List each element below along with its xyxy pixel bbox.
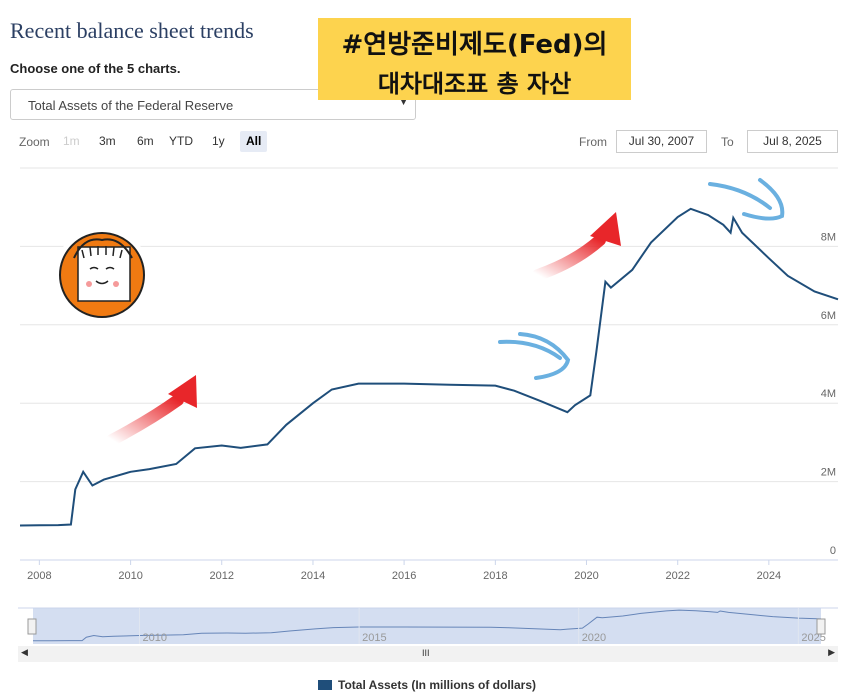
y-tick-label: 0	[830, 545, 836, 557]
annotation-line-1: #연방준비제도(Fed)의	[341, 30, 608, 60]
range-from-input[interactable]: Jul 30, 2007	[616, 130, 707, 153]
navigator-tick-label: 2020	[582, 632, 606, 644]
x-tick-label: 2018	[483, 570, 507, 582]
navigator-handle-icon[interactable]	[816, 618, 826, 635]
chart-chooser-label: Choose one of the 5 charts.	[10, 61, 181, 76]
blue-squiggle-arrow-icon	[708, 178, 785, 221]
x-tick-label: 2012	[209, 570, 233, 582]
chart-select-value: Total Assets of the Federal Reserve	[28, 98, 234, 113]
red-up-arrow-icon	[106, 375, 197, 446]
range-from-label: From	[579, 135, 607, 149]
legend-swatch	[318, 680, 332, 690]
y-tick-label: 4M	[821, 388, 836, 400]
x-tick-label: 2020	[574, 570, 598, 582]
y-tick-label: 8M	[821, 231, 836, 243]
navigator-tick-label: 2010	[143, 632, 167, 644]
annotation-line-2: 대차대조표 총 자산	[377, 70, 572, 98]
annotation-box: #연방준비제도(Fed)의 대차대조표 총 자산	[318, 18, 631, 100]
scroll-right-arrow-icon[interactable]: ▶	[828, 647, 835, 657]
navigator-tick-label: 2015	[362, 632, 386, 644]
blue-squiggle-arrow-icon	[498, 332, 571, 380]
zoom-button-6m[interactable]: 6m	[137, 134, 154, 148]
red-up-arrow-icon	[532, 212, 621, 281]
y-tick-label: 6M	[821, 310, 836, 322]
zoom-button-all[interactable]: All	[240, 131, 268, 152]
x-tick-label: 2008	[27, 570, 51, 582]
x-tick-label: 2016	[392, 570, 416, 582]
y-tick-label: 2M	[821, 467, 836, 479]
x-tick-label: 2022	[665, 570, 689, 582]
zoom-button-1m[interactable]: 1m	[63, 134, 80, 148]
zoom-label: Zoom	[19, 135, 50, 149]
navigator[interactable]: 2010 2015 2020 2025	[18, 607, 838, 644]
scrollbar[interactable]: ◀ III ▶	[18, 646, 838, 662]
navigator-handle-icon[interactable]	[27, 618, 37, 635]
sticker-face-icon	[54, 227, 150, 323]
chart-select-dropdown[interactable]: Total Assets of the Federal Reserve ▼	[10, 89, 416, 120]
navigator-tick-label: 2025	[801, 632, 825, 644]
range-to-label: To	[721, 135, 734, 149]
x-tick-label: 2014	[301, 570, 325, 582]
series-line-total-assets	[19, 207, 839, 527]
legend-label: Total Assets (In millions of dollars)	[338, 678, 537, 692]
x-tick-label: 2010	[118, 570, 142, 582]
zoom-button-3m[interactable]: 3m	[99, 134, 116, 148]
chevron-down-icon[interactable]: ▼	[398, 96, 409, 108]
x-tick-label: 2024	[757, 570, 781, 582]
zoom-button-ytd[interactable]: YTD	[169, 134, 193, 148]
scroll-left-arrow-icon[interactable]: ◀	[21, 647, 28, 657]
zoom-button-1y[interactable]: 1y	[212, 134, 225, 148]
scroll-grip-icon[interactable]: III	[422, 648, 430, 658]
range-to-input[interactable]: Jul 8, 2025	[747, 130, 838, 153]
legend-item[interactable]: Total Assets (In millions of dollars)	[318, 678, 536, 692]
page-title: Recent balance sheet trends	[10, 18, 254, 43]
